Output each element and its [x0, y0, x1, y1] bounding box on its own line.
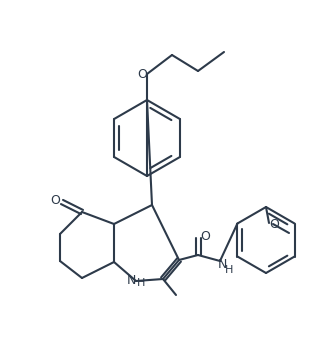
Text: O: O: [50, 193, 60, 207]
Text: H: H: [137, 278, 145, 288]
Text: O: O: [269, 219, 279, 232]
Text: O: O: [137, 69, 147, 81]
Text: N: N: [217, 258, 227, 271]
Text: N: N: [126, 275, 136, 287]
Text: H: H: [225, 265, 233, 275]
Text: O: O: [200, 229, 210, 242]
